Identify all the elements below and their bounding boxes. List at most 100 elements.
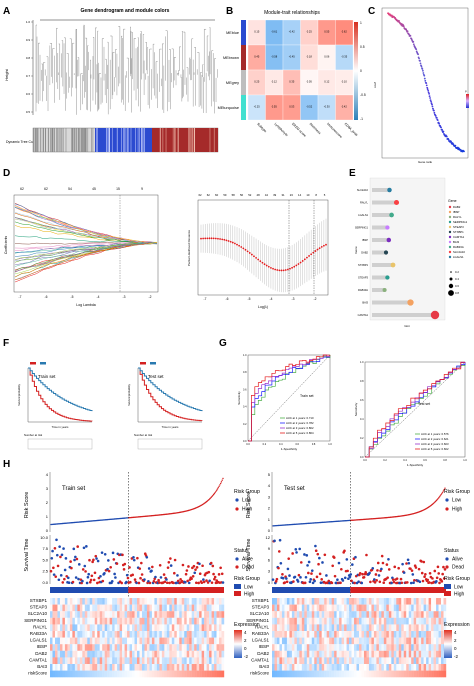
expr-cell — [418, 637, 422, 645]
cv-point — [212, 237, 215, 240]
expr-cell — [209, 617, 212, 625]
expr-cell — [398, 617, 402, 625]
expr-cell — [421, 644, 424, 651]
expr-cell — [354, 631, 357, 638]
expr-cell — [124, 657, 128, 665]
survival-point — [77, 577, 80, 581]
survival-point — [85, 545, 88, 548]
survival-point — [135, 581, 138, 585]
survival-point — [62, 547, 65, 550]
expr-cell — [221, 644, 225, 651]
coef-point — [450, 140, 452, 143]
expr-cell — [306, 624, 310, 632]
survival-point — [84, 570, 87, 573]
expr-cell — [378, 657, 382, 665]
risk-group-legend-high: High — [242, 507, 253, 513]
expr-cell — [216, 657, 220, 665]
expr-cell — [59, 650, 63, 658]
coef-points — [387, 12, 465, 153]
survival-point — [285, 580, 289, 584]
expr-cell — [428, 604, 432, 612]
gini-gene-label: RALYL — [360, 201, 369, 205]
expr-cell — [363, 650, 367, 658]
expr-cell — [102, 637, 105, 645]
expr-cell — [314, 650, 317, 658]
expr-cell — [401, 604, 404, 612]
gini-gene-label: SERPING1 — [355, 226, 369, 230]
survival-point — [175, 581, 178, 585]
panel-e: E Gene Gini CAMTA1BAI3RAB33ASTEAP3STXBP1… — [349, 168, 468, 328]
expr-cell — [436, 598, 439, 605]
expr-cell — [321, 664, 325, 671]
expr-cell — [144, 598, 148, 605]
expr-cell — [109, 650, 113, 658]
expr-cell — [274, 624, 278, 632]
expr-gene-label: STXBP1 — [30, 598, 48, 603]
expr-cell — [341, 664, 345, 671]
gini-legend-swatch — [448, 230, 452, 234]
expr-cell — [383, 670, 387, 678]
survival-point — [285, 577, 288, 580]
a-ytick: 0.6 — [26, 92, 31, 96]
survival-point — [387, 568, 391, 571]
expr-cell — [272, 631, 275, 638]
expr-cell — [181, 637, 185, 645]
expr-cell — [391, 657, 394, 665]
panel-d-left-xticks: -7 -6 -5 -4 -3 -2 — [19, 295, 152, 299]
survival-point — [307, 560, 311, 564]
expr-cell — [366, 631, 370, 638]
expr-cell — [371, 631, 375, 638]
expr-cell — [129, 650, 133, 658]
expr-cell — [336, 644, 340, 651]
expr-cell — [383, 631, 387, 638]
expr-cell — [344, 664, 347, 671]
cv-point — [231, 241, 234, 244]
expr-cell — [211, 624, 215, 632]
heatmap-col-label: Stemness — [309, 122, 322, 135]
expr-cell — [411, 611, 414, 618]
expr-cell — [351, 611, 355, 618]
expr-cell — [354, 617, 357, 625]
expr-cell — [366, 664, 370, 671]
expr-cell — [219, 637, 222, 645]
expr-cell — [84, 631, 88, 638]
lasso-path — [14, 212, 157, 243]
expr-cell — [161, 611, 165, 618]
expr-cell — [149, 664, 153, 671]
expr-cell — [67, 670, 71, 678]
group-legend-title: Risk Group — [234, 576, 260, 582]
expr-cell — [326, 617, 330, 625]
survival-point — [184, 572, 188, 576]
roc-train: Sensitivity1-Specificity0.00.00.20.20.40… — [237, 354, 332, 451]
coef-point — [426, 88, 429, 91]
expr-cell — [62, 598, 66, 605]
heatmap-cell-value: 0.45 — [254, 55, 260, 59]
expr-cell — [89, 664, 93, 671]
expr-cell — [398, 637, 402, 645]
expr-cell — [416, 598, 419, 605]
survival-point — [112, 558, 116, 561]
expr-cell — [67, 650, 71, 658]
expr-cell — [132, 644, 135, 651]
expr-cell — [376, 670, 380, 678]
cv-point — [310, 253, 313, 256]
survival-point — [409, 567, 412, 570]
expr-cell — [94, 664, 98, 671]
cv-xtick: -2 — [314, 297, 317, 301]
cv-top-tick: 39 — [273, 193, 277, 197]
expr-cell — [433, 637, 437, 645]
cv-top-tick: 48 — [257, 193, 261, 197]
expr-cell — [67, 657, 71, 665]
expr-cell — [383, 624, 387, 632]
expr-cell — [334, 631, 337, 638]
expr-cell — [388, 657, 392, 665]
expr-cell — [361, 670, 365, 678]
expr-cell — [137, 644, 140, 651]
expr-cell — [304, 604, 307, 612]
expr-cell — [351, 617, 355, 625]
expr-cell — [219, 664, 222, 671]
expr-cell — [441, 624, 444, 632]
expr-cell — [393, 604, 397, 612]
expr-cell — [329, 670, 332, 678]
expr-cell — [354, 650, 357, 658]
